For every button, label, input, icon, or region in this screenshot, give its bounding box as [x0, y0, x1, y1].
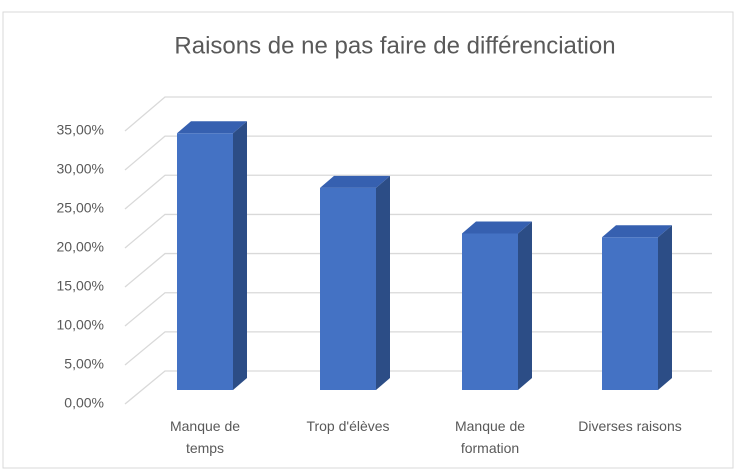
- y-tick-label: 30,00%: [57, 161, 104, 177]
- bar: [462, 221, 532, 390]
- y-tick-label: 25,00%: [57, 200, 104, 216]
- x-tick-label: Diverses raisons: [578, 418, 682, 434]
- y-tick-label: 35,00%: [57, 122, 104, 138]
- grid-line: [124, 135, 712, 171]
- bar-side: [233, 121, 247, 391]
- x-tick-label: Manque de formation: [454, 418, 526, 456]
- bar-front: [462, 233, 518, 390]
- x-tick-label: Trop d'élèves: [306, 418, 390, 434]
- y-tick-label: 15,00%: [57, 278, 104, 294]
- grid-line: [124, 96, 712, 132]
- y-tick-label: 10,00%: [57, 317, 104, 333]
- bar: [320, 175, 390, 390]
- bar-side: [376, 175, 390, 390]
- bar-top: [602, 225, 672, 238]
- grid-line: [124, 213, 712, 249]
- x-tick-label: Manque de temps: [169, 418, 241, 456]
- bar-side: [658, 225, 672, 390]
- chart-title: Raisons de ne pas faire de différenciati…: [174, 32, 615, 59]
- bar-top: [177, 121, 247, 134]
- y-tick-label: 5,00%: [64, 356, 104, 372]
- bar-front: [602, 237, 658, 390]
- bar: [177, 121, 247, 391]
- bar-front: [320, 187, 376, 390]
- bar-side: [518, 221, 532, 390]
- bar-top: [462, 221, 532, 234]
- y-tick-label: 0,00%: [64, 395, 104, 411]
- grid-line: [124, 174, 712, 210]
- bar-top: [320, 175, 390, 188]
- bar: [602, 225, 672, 390]
- bar-front: [177, 133, 233, 391]
- y-tick-label: 20,00%: [57, 239, 104, 255]
